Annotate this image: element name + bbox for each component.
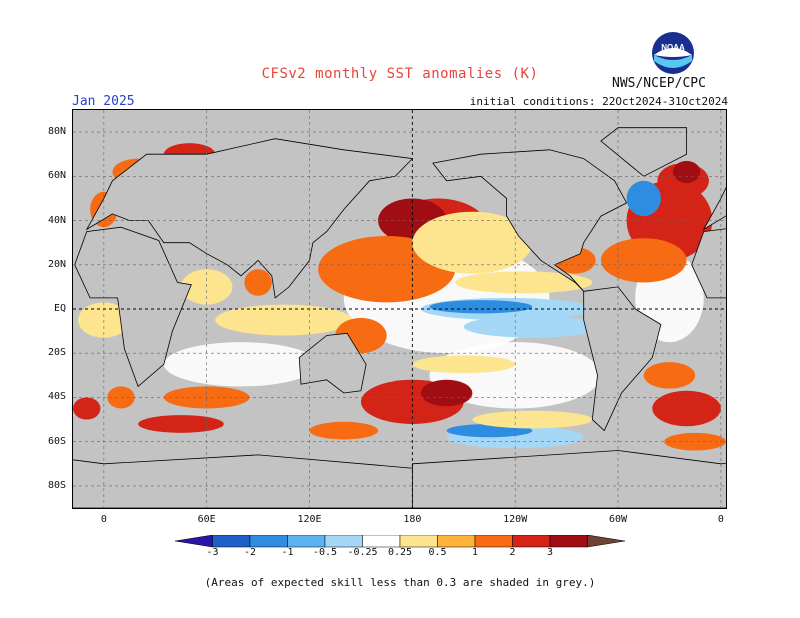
colorbar-level-label: 3 [546, 547, 554, 558]
latitude-label: 80N [47, 126, 66, 138]
continent-outline [600, 127, 687, 177]
anomaly-patch-orange [244, 269, 272, 296]
longitude-label: 120E [297, 514, 322, 525]
colorbar-segment [324, 535, 363, 548]
colorbar-segment [287, 535, 326, 548]
anomaly-patch-blue [626, 180, 661, 217]
anomaly-patch-orange [664, 432, 726, 451]
colorbar-segment [399, 535, 438, 548]
colorbar-level-label: 2 [509, 547, 516, 558]
colorbar-segment [474, 535, 513, 548]
longitude-label: 60E [197, 514, 216, 525]
colorbar-segment [512, 535, 551, 548]
colorbar-level-label: 0.25 [387, 547, 413, 558]
continent-outline [702, 186, 726, 231]
colorbar-level-label: -0.25 [347, 547, 378, 558]
colorbar-level-label: -2 [243, 547, 257, 558]
anomaly-patch-light-blue [463, 315, 601, 338]
latitude-label: EQ [53, 303, 66, 314]
latitude-label: 80S [47, 479, 66, 491]
anomaly-patch-red [73, 397, 101, 420]
anomaly-patch-orange [600, 238, 687, 283]
anomaly-patch-yellow [412, 355, 516, 374]
longitude-label: 60W [608, 514, 628, 525]
anomaly-patch-yellow [472, 410, 593, 429]
initial-conditions: initial conditions: 22Oct2024-31Oct2024 [469, 95, 728, 108]
colorbar-level-label: 1 [471, 547, 479, 558]
latitude-label: 60S [47, 435, 66, 447]
colorbar-arrow-high [587, 535, 625, 548]
anomaly-patch-red [652, 390, 721, 427]
latitude-label: 40S [47, 391, 66, 403]
longitude-label: 0 [717, 514, 724, 525]
colorbar-level-label: -3 [206, 547, 219, 558]
colorbar-level-label: 0.5 [428, 547, 447, 558]
map-canvas [73, 110, 726, 508]
latitude-label: 20N [47, 258, 66, 270]
colorbar-level-label: -0.5 [312, 547, 338, 558]
longitude-label: 180 [403, 514, 422, 525]
colorbar-segment [362, 535, 401, 548]
colorbar-level-label: -1 [281, 547, 294, 558]
anomaly-patch-yellow [412, 211, 533, 274]
colorbar-arrow-low [175, 535, 213, 548]
colorbar [175, 535, 625, 548]
valid-month: Jan 2025 [72, 94, 135, 109]
neutral-anomaly-region [163, 342, 319, 387]
latitude-label: 60N [47, 170, 66, 182]
anomaly-patch-orange [309, 421, 379, 440]
longitude-label: 0 [100, 514, 107, 525]
organization-label: NWS/NCEP/CPC [612, 76, 706, 91]
sst-anomaly-map [72, 109, 727, 509]
continent-outline [691, 228, 726, 299]
colorbar-segment [212, 535, 251, 548]
noaa-logo-icon: NOAA [651, 31, 695, 75]
anomaly-patch-yellow [215, 304, 353, 336]
anomaly-patch-blue [429, 300, 533, 314]
colorbar-segment [437, 535, 476, 548]
anomaly-patch-dark-red [420, 379, 473, 407]
longitude-label: 120W [503, 514, 528, 525]
continent-outline [583, 286, 662, 432]
map-title: CFSv2 monthly SST anomalies (K) [261, 66, 539, 82]
anomaly-patch-red [138, 415, 224, 433]
anomaly-patch-orange [107, 386, 135, 409]
logo-text: NOAA [661, 43, 685, 52]
footnote: (Areas of expected skill less than 0.3 a… [204, 576, 596, 589]
anomaly-patch-orange [643, 362, 696, 389]
anomaly-patch-dark-red [672, 160, 701, 183]
colorbar-segment [549, 535, 588, 548]
colorbar-segment [249, 535, 288, 548]
latitude-label: 40N [47, 214, 66, 226]
continent-outline [73, 454, 413, 508]
latitude-label: 20S [47, 347, 66, 359]
continent-outline [411, 450, 726, 508]
anomaly-patch-yellow [455, 271, 593, 294]
